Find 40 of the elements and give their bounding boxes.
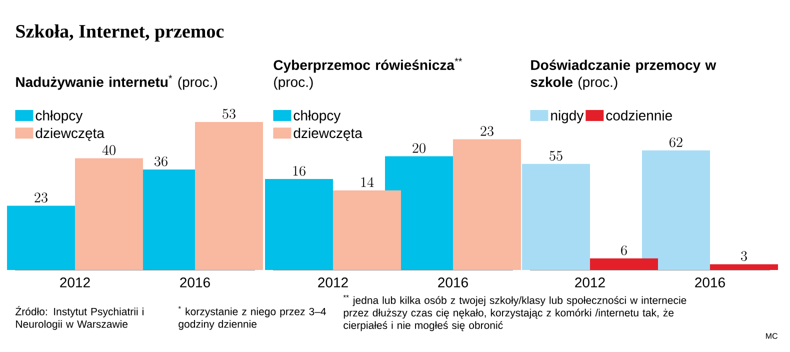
legend-label: dziewczęta — [36, 128, 104, 141]
data-label: 6 — [621, 245, 627, 256]
data-label: 14 — [361, 177, 374, 187]
text: $^{**}$ jedna lub kilka osób z twojej szkoły/klasy lub społeczności w internecie przez dłuższy czas cię nękało, korzystając z komórki /internetu tak, że cierpiałeś i nie mogłeś się obronić — [343, 294, 686, 332]
data-label: 3 — [741, 251, 747, 261]
bar — [75, 158, 144, 270]
legend-label: chłopcy — [294, 110, 341, 124]
bar — [710, 264, 778, 270]
text: MC — [766, 333, 778, 339]
legend-label: dziewczęta — [294, 128, 362, 141]
data-label: 62 — [670, 137, 682, 148]
data-label: 40 — [102, 145, 116, 156]
data-label: 16 — [293, 166, 306, 176]
chart-title: Cyberprzemoc rówieśnicza$^{**}$ (proc.) — [274, 58, 462, 90]
data-label: 36 — [154, 156, 168, 166]
legend-label: nigdy — [551, 110, 584, 124]
data-label: 20 — [412, 143, 426, 154]
x-tick-label: 2016 — [438, 278, 468, 288]
chart-title: Nadużywanie internetu$^{*}$ (proc.) — [16, 74, 218, 90]
legend-label: chłopcy — [36, 110, 83, 124]
legend-label: codziennie — [606, 110, 672, 120]
chart-title: Doświadczanie przemocy w szkole (proc.) — [530, 60, 716, 90]
x-tick-label: 2012 — [60, 278, 90, 288]
data-label: 23 — [480, 126, 494, 136]
bar — [642, 150, 710, 270]
x-tick-label: 2012 — [575, 278, 605, 288]
bar — [265, 179, 334, 270]
bar — [195, 122, 264, 270]
text: $^{*}$ korzystanie z niego przez 3–4 godziny dziennie — [178, 306, 326, 330]
x-tick-label: 2012 — [318, 278, 348, 288]
bar — [7, 206, 76, 270]
data-label: 55 — [550, 150, 562, 161]
data-label: 53 — [222, 108, 236, 119]
bar — [333, 190, 402, 270]
bar — [590, 258, 658, 270]
text: Szkoła, Internet, przemoc — [16, 24, 224, 42]
text: Źródło: Instytut Psychiatrii i Neurologii w Warszawie — [16, 306, 144, 330]
x-tick-label: 2016 — [180, 278, 210, 288]
x-tick-label: 2016 — [695, 278, 725, 288]
data-label: 23 — [34, 192, 48, 203]
